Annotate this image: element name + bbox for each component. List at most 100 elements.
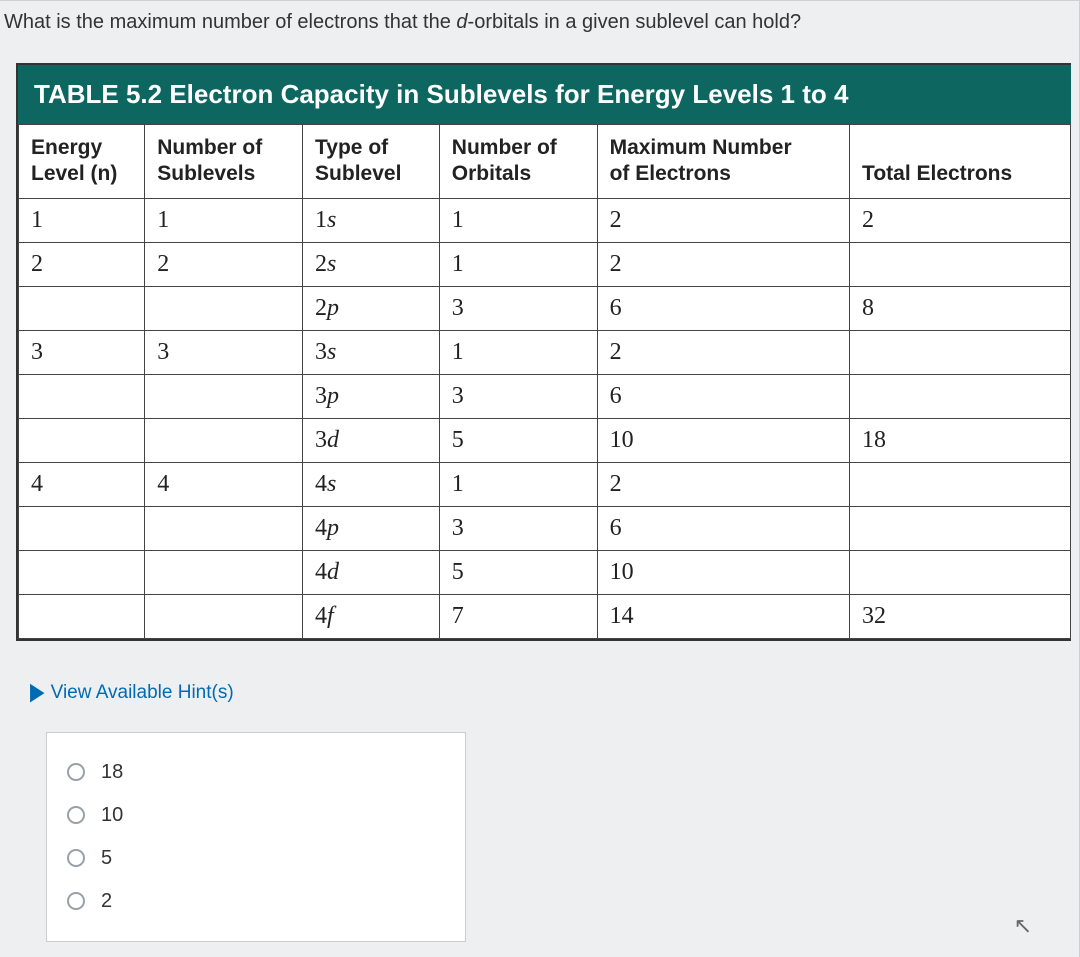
cell-orbitals: 5 bbox=[439, 550, 597, 594]
col-total: Total Electrons bbox=[850, 125, 1071, 199]
answer-option[interactable]: 10 bbox=[67, 794, 445, 837]
cell-max: 10 bbox=[597, 550, 849, 594]
cell-total bbox=[850, 550, 1071, 594]
cell-energy bbox=[19, 594, 145, 638]
table-row: 444s12 bbox=[19, 462, 1071, 506]
cell-energy: 2 bbox=[19, 242, 145, 286]
cell-energy bbox=[19, 506, 145, 550]
table-header-row: Energy Level (n) Number of Sublevels Typ… bbox=[19, 125, 1071, 199]
cell-energy bbox=[19, 286, 145, 330]
cell-max: 6 bbox=[597, 374, 849, 418]
col-type: Type of Sublevel bbox=[303, 125, 440, 199]
table-body: 111s122222s122p368333s123p363d51018444s1… bbox=[19, 198, 1071, 638]
cell-orbitals: 1 bbox=[439, 462, 597, 506]
cell-max: 2 bbox=[597, 242, 849, 286]
cell-total bbox=[850, 462, 1071, 506]
table-row: 3p36 bbox=[19, 374, 1071, 418]
answer-options: 18 10 5 2 bbox=[46, 732, 466, 942]
table-row: 4d510 bbox=[19, 550, 1071, 594]
cell-total bbox=[850, 330, 1071, 374]
table-row: 4f71432 bbox=[19, 594, 1071, 638]
cell-orbitals: 5 bbox=[439, 418, 597, 462]
cell-energy: 1 bbox=[19, 198, 145, 242]
option-label: 2 bbox=[101, 890, 112, 913]
col-orbitals: Number of Orbitals bbox=[439, 125, 597, 199]
cell-orbitals: 1 bbox=[439, 198, 597, 242]
cell-max: 2 bbox=[597, 462, 849, 506]
cell-type: 2p bbox=[303, 286, 440, 330]
cell-energy bbox=[19, 550, 145, 594]
cell-total bbox=[850, 506, 1071, 550]
table-row: 2p368 bbox=[19, 286, 1071, 330]
table-row: 333s12 bbox=[19, 330, 1071, 374]
cell-orbitals: 1 bbox=[439, 330, 597, 374]
cell-max: 14 bbox=[597, 594, 849, 638]
cell-type: 3p bbox=[303, 374, 440, 418]
cell-type: 4p bbox=[303, 506, 440, 550]
question-text: What is the maximum number of electrons … bbox=[0, 1, 1079, 63]
question-suffix: -orbitals in a given sublevel can hold? bbox=[468, 11, 802, 33]
cell-sublevels: 2 bbox=[145, 242, 303, 286]
cell-type: 1s bbox=[303, 198, 440, 242]
table-row: 111s122 bbox=[19, 198, 1071, 242]
cell-type: 3d bbox=[303, 418, 440, 462]
chevron-right-icon: ▶ bbox=[30, 677, 45, 707]
cell-type: 4d bbox=[303, 550, 440, 594]
electron-table: Energy Level (n) Number of Sublevels Typ… bbox=[18, 124, 1071, 639]
cell-sublevels: 4 bbox=[145, 462, 303, 506]
radio-icon[interactable] bbox=[67, 763, 85, 781]
cell-sublevels bbox=[145, 506, 303, 550]
cell-sublevels bbox=[145, 374, 303, 418]
cell-orbitals: 7 bbox=[439, 594, 597, 638]
table-row: 4p36 bbox=[19, 506, 1071, 550]
cell-total: 32 bbox=[850, 594, 1071, 638]
cell-type: 2s bbox=[303, 242, 440, 286]
cell-max: 2 bbox=[597, 198, 849, 242]
table-row: 3d51018 bbox=[19, 418, 1071, 462]
question-italic: d bbox=[456, 11, 467, 33]
question-prefix: What is the maximum number of electrons … bbox=[4, 11, 456, 33]
cell-sublevels: 3 bbox=[145, 330, 303, 374]
cell-total: 8 bbox=[850, 286, 1071, 330]
cell-sublevels bbox=[145, 418, 303, 462]
option-label: 5 bbox=[101, 847, 112, 870]
view-hints-link[interactable]: ▶ View Available Hint(s) bbox=[0, 641, 1079, 704]
hints-label: View Available Hint(s) bbox=[51, 682, 234, 703]
cell-max: 6 bbox=[597, 286, 849, 330]
table-wrap: TABLE 5.2 Electron Capacity in Sublevels… bbox=[16, 63, 1071, 641]
cell-sublevels: 1 bbox=[145, 198, 303, 242]
option-label: 18 bbox=[101, 761, 123, 784]
cell-energy: 3 bbox=[19, 330, 145, 374]
cell-type: 4s bbox=[303, 462, 440, 506]
cell-energy: 4 bbox=[19, 462, 145, 506]
radio-icon[interactable] bbox=[67, 806, 85, 824]
cell-total: 18 bbox=[850, 418, 1071, 462]
cell-type: 3s bbox=[303, 330, 440, 374]
cell-orbitals: 3 bbox=[439, 286, 597, 330]
cell-total bbox=[850, 374, 1071, 418]
col-max: Maximum Number of Electrons bbox=[597, 125, 849, 199]
answer-option[interactable]: 5 bbox=[67, 837, 445, 880]
cell-sublevels bbox=[145, 550, 303, 594]
table-row: 222s12 bbox=[19, 242, 1071, 286]
cell-sublevels bbox=[145, 286, 303, 330]
page-container: What is the maximum number of electrons … bbox=[0, 0, 1080, 957]
radio-icon[interactable] bbox=[67, 849, 85, 867]
answer-option[interactable]: 18 bbox=[67, 751, 445, 794]
cell-energy bbox=[19, 374, 145, 418]
cell-max: 2 bbox=[597, 330, 849, 374]
answer-option[interactable]: 2 bbox=[67, 880, 445, 923]
table-title: TABLE 5.2 Electron Capacity in Sublevels… bbox=[18, 65, 1071, 124]
cell-max: 6 bbox=[597, 506, 849, 550]
cell-max: 10 bbox=[597, 418, 849, 462]
cell-orbitals: 3 bbox=[439, 506, 597, 550]
cell-total bbox=[850, 242, 1071, 286]
cell-type: 4f bbox=[303, 594, 440, 638]
option-label: 10 bbox=[101, 804, 123, 827]
cell-orbitals: 1 bbox=[439, 242, 597, 286]
cell-total: 2 bbox=[850, 198, 1071, 242]
cell-orbitals: 3 bbox=[439, 374, 597, 418]
cell-energy bbox=[19, 418, 145, 462]
col-sublevels: Number of Sublevels bbox=[145, 125, 303, 199]
radio-icon[interactable] bbox=[67, 892, 85, 910]
